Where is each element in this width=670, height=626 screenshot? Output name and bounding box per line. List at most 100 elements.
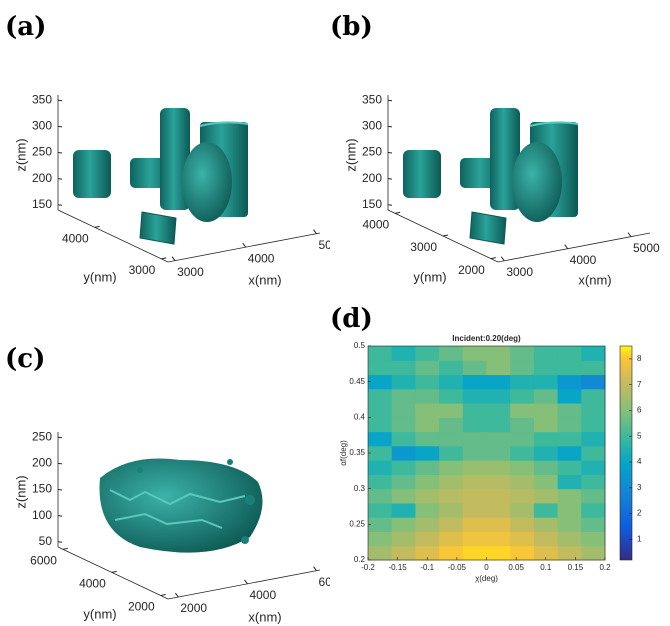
heatmap-cell [487,546,511,561]
heatmap-cell [487,460,511,475]
z-tick-label: 150 [32,197,52,211]
z-tick [58,542,62,543]
heatmap-cell [439,360,463,375]
x-tick-label: 6000 [319,575,346,589]
heatmap-cell [463,503,487,518]
z-tick-label: 150 [32,482,52,496]
heatmap-cell [439,503,463,518]
heatmap-cell [368,346,392,361]
heatmap-cell [439,389,463,404]
heatmap-cell [463,403,487,418]
heatmap-cell [581,417,605,432]
colorbar-tick-label: 7 [637,380,642,389]
isosurface-objects [73,108,248,244]
x-tick-label: 3000 [177,265,204,279]
heatmap-cell [415,531,439,546]
x-tick [244,580,247,584]
axis-line [58,547,168,599]
y-tick-label: 2000 [458,263,485,277]
heatmap-cell [368,503,392,518]
y-tick-label: 0.3 [354,484,366,493]
x-axis-label: x(nm) [248,609,281,624]
heatmap-cell [415,489,439,504]
y-tick [395,212,400,213]
heatmap-cell [368,360,392,375]
x-tick-label: 4000 [249,588,276,602]
y-tick-label: 0.45 [349,377,365,386]
y-axis-label: y(nm) [413,269,446,284]
z-tick [58,437,62,438]
y-tick [95,226,100,227]
heatmap-cell [392,460,416,475]
y-tick [161,595,166,596]
z-tick [388,179,392,180]
heatmap-cell [581,389,605,404]
heatmap-cell [463,460,487,475]
heatmap-cell [558,375,582,390]
heatmap-cell [534,389,558,404]
y-tick-label: 0.4 [354,412,366,421]
heatmap-cell [368,432,392,447]
heatmap-cell [463,360,487,375]
chart-title: Incident:0.20(deg) [452,334,521,343]
heatmap [368,346,606,561]
z-tick-label: 250 [362,145,382,159]
heatmap-cell [581,460,605,475]
y-tick [491,258,496,259]
z-tick [58,179,62,180]
heatmap-cell [368,389,392,404]
x-tick-label: -0.05 [448,563,467,572]
heatmap-cell [415,360,439,375]
heatmap-cell [510,546,534,561]
x-tick [628,233,631,237]
heatmap-cell [368,474,392,489]
heatmap-cell [534,531,558,546]
heatmap-cell [534,474,558,489]
z-tick [388,153,392,154]
x-tick-label: -0.15 [389,563,408,572]
heatmap-cell [558,546,582,561]
y-tick-label: 4000 [62,232,89,246]
heatmap-cell [534,375,558,390]
z-tick-label: 200 [32,171,52,185]
heatmap-cell [581,489,605,504]
heatmap-cell [581,503,605,518]
heatmap-cell [415,446,439,461]
z-tick-label: 350 [32,92,52,106]
heatmap-cell [463,446,487,461]
panel-label: (b) [330,12,373,42]
heatmap-cell [463,346,487,361]
z-tick [388,205,392,206]
heatmap-cell [392,546,416,561]
heatmap-cell [510,446,534,461]
heatmap-cell [487,403,511,418]
heatmap-cell [487,531,511,546]
heatmap-cell [415,474,439,489]
heatmap-cell [439,432,463,447]
heatmap-cell [510,389,534,404]
z-tick-label: 150 [362,197,382,211]
z-axis-label: z(nm) [13,138,28,171]
heatmap-cell [558,403,582,418]
x-axis-label: χ(deg) [475,574,498,583]
heatmap-cell [392,375,416,390]
heatmap-cell [463,474,487,489]
heatmap-cell [534,517,558,532]
y-tick [161,258,166,259]
heatmap-cell [368,546,392,561]
colorbar-tick-label: 2 [637,509,642,518]
y-tick-label: 0.25 [349,519,365,528]
x-tick-label: 5000 [633,241,660,255]
heatmap-cell [415,389,439,404]
heatmap-cell [510,517,534,532]
heatmap-cell [534,503,558,518]
heatmap-cell [510,432,534,447]
z-tick-label: 100 [32,508,52,522]
y-tick-label: 4000 [79,577,106,591]
z-tick [58,126,62,127]
y-axis-label: y(nm) [83,606,116,621]
heatmap-cell [558,389,582,404]
heatmap-cell [463,375,487,390]
figure: 15020025030035030004000300040005000z(nm)… [0,0,670,626]
x-tick [172,257,175,261]
